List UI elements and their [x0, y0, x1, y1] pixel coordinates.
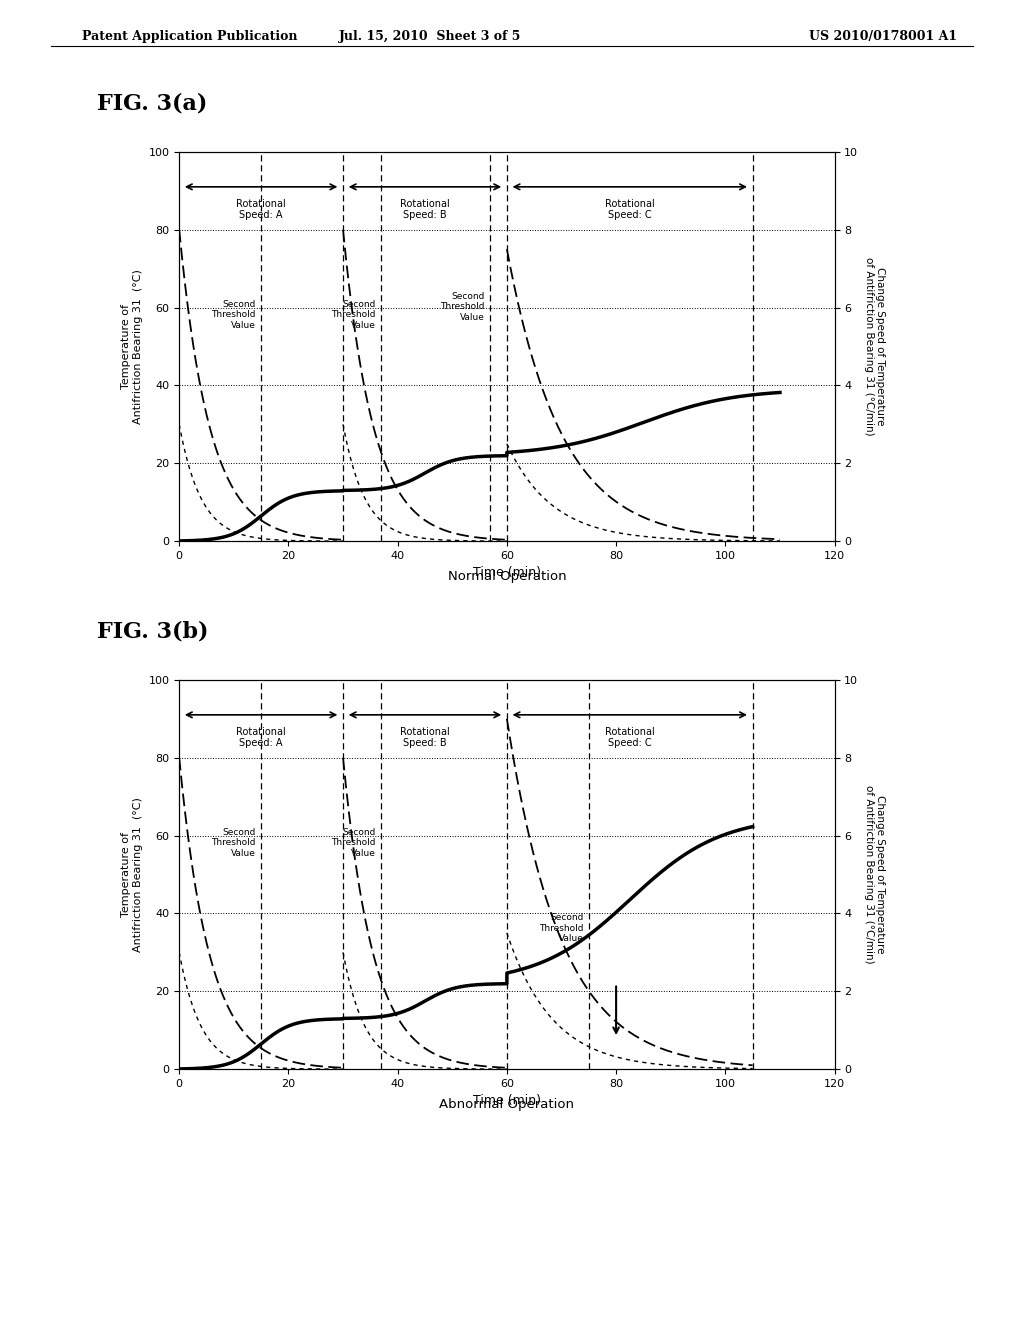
Text: Jul. 15, 2010  Sheet 3 of 5: Jul. 15, 2010 Sheet 3 of 5 — [339, 30, 521, 44]
Text: Second
Threshold
Value: Second Threshold Value — [440, 292, 485, 322]
Text: Second
Threshold
Value: Second Threshold Value — [211, 300, 256, 330]
Text: Patent Application Publication: Patent Application Publication — [82, 30, 297, 44]
Text: Rotational
Speed: B: Rotational Speed: B — [400, 726, 450, 748]
Text: Abnormal Operation: Abnormal Operation — [439, 1098, 574, 1111]
X-axis label: Time (min): Time (min) — [473, 1094, 541, 1107]
Text: Rotational
Speed: C: Rotational Speed: C — [605, 198, 654, 220]
Text: Second
Threshold
Value: Second Threshold Value — [332, 828, 376, 858]
Y-axis label: Temperature of
Antifriction Bearing 31  (°C): Temperature of Antifriction Bearing 31 (… — [121, 269, 143, 424]
X-axis label: Time (min): Time (min) — [473, 566, 541, 579]
Y-axis label: Temperature of
Antifriction Bearing 31  (°C): Temperature of Antifriction Bearing 31 (… — [121, 797, 143, 952]
Y-axis label: Change Speed of Temperature
of Antifriction Bearing 31 (°C/min): Change Speed of Temperature of Antifrict… — [864, 257, 886, 436]
Text: Second
Threshold
Value: Second Threshold Value — [539, 913, 584, 944]
Text: Second
Threshold
Value: Second Threshold Value — [332, 300, 376, 330]
Text: Rotational
Speed: B: Rotational Speed: B — [400, 198, 450, 220]
Text: Rotational
Speed: A: Rotational Speed: A — [237, 198, 286, 220]
Text: Rotational
Speed: A: Rotational Speed: A — [237, 726, 286, 748]
Text: FIG. 3(b): FIG. 3(b) — [97, 620, 209, 643]
Text: Second
Threshold
Value: Second Threshold Value — [211, 828, 256, 858]
Text: FIG. 3(a): FIG. 3(a) — [97, 92, 208, 115]
Text: Rotational
Speed: C: Rotational Speed: C — [605, 726, 654, 748]
Text: Normal Operation: Normal Operation — [447, 570, 566, 583]
Text: US 2010/0178001 A1: US 2010/0178001 A1 — [809, 30, 957, 44]
Y-axis label: Change Speed of Temperature
of Antifriction Bearing 31 (°C/min): Change Speed of Temperature of Antifrict… — [864, 785, 886, 964]
